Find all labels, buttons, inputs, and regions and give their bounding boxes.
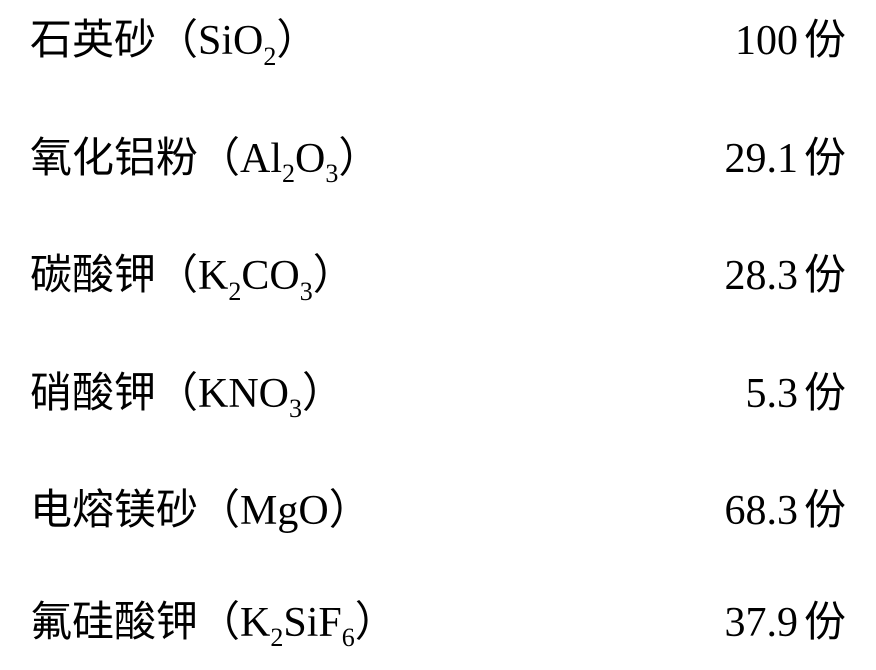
- ingredient-row: 石英砂（SiO2） 100份: [30, 20, 846, 68]
- ingredient-unit: 份: [804, 490, 846, 532]
- ingredient-row: 电熔镁砂（MgO） 68.3份: [30, 490, 846, 532]
- ingredient-value: 37.9: [592, 602, 804, 644]
- ingredient-value: 28.3: [546, 255, 804, 297]
- ingredient-name: 电熔镁砂: [30, 490, 198, 532]
- ingredient-unit: 份: [804, 602, 846, 644]
- ingredient-formula: （K2SiF6）: [198, 602, 397, 650]
- ingredient-formula: （K2CO3）: [156, 255, 355, 303]
- ingredient-value: 100: [514, 20, 804, 62]
- ingredient-name: 氧化铝粉: [30, 138, 198, 180]
- ingredient-formula: （KNO3）: [156, 373, 344, 421]
- ingredient-formula: （MgO）: [198, 490, 371, 532]
- ingredient-name: 氟硅酸钾: [30, 602, 198, 644]
- ingredient-name: 碳酸钾: [30, 255, 156, 297]
- ingredient-row: 氧化铝粉（Al2O3） 29.1份: [30, 138, 846, 186]
- ingredient-row: 碳酸钾（K2CO3） 28.3份: [30, 255, 846, 303]
- ingredient-unit: 份: [804, 373, 846, 415]
- ingredient-formula: （SiO2）: [156, 20, 318, 68]
- ingredient-list: 石英砂（SiO2）100份氧化铝粉（Al2O3）29.1份碳酸钾（K2CO3）2…: [30, 20, 846, 650]
- ingredient-formula: （Al2O3）: [198, 138, 380, 186]
- ingredient-row: 硝酸钾（KNO3） 5.3份: [30, 373, 846, 421]
- ingredient-unit: 份: [804, 20, 846, 62]
- ingredient-value: 29.1: [576, 138, 804, 180]
- ingredient-name: 石英砂: [30, 20, 156, 62]
- ingredient-name: 硝酸钾: [30, 373, 156, 415]
- ingredient-row: 氟硅酸钾（K2SiF6） 37.9份: [30, 602, 846, 650]
- ingredient-unit: 份: [804, 138, 846, 180]
- ingredient-value: 5.3: [542, 373, 804, 415]
- ingredient-value: 68.3: [558, 490, 804, 532]
- ingredient-unit: 份: [804, 255, 846, 297]
